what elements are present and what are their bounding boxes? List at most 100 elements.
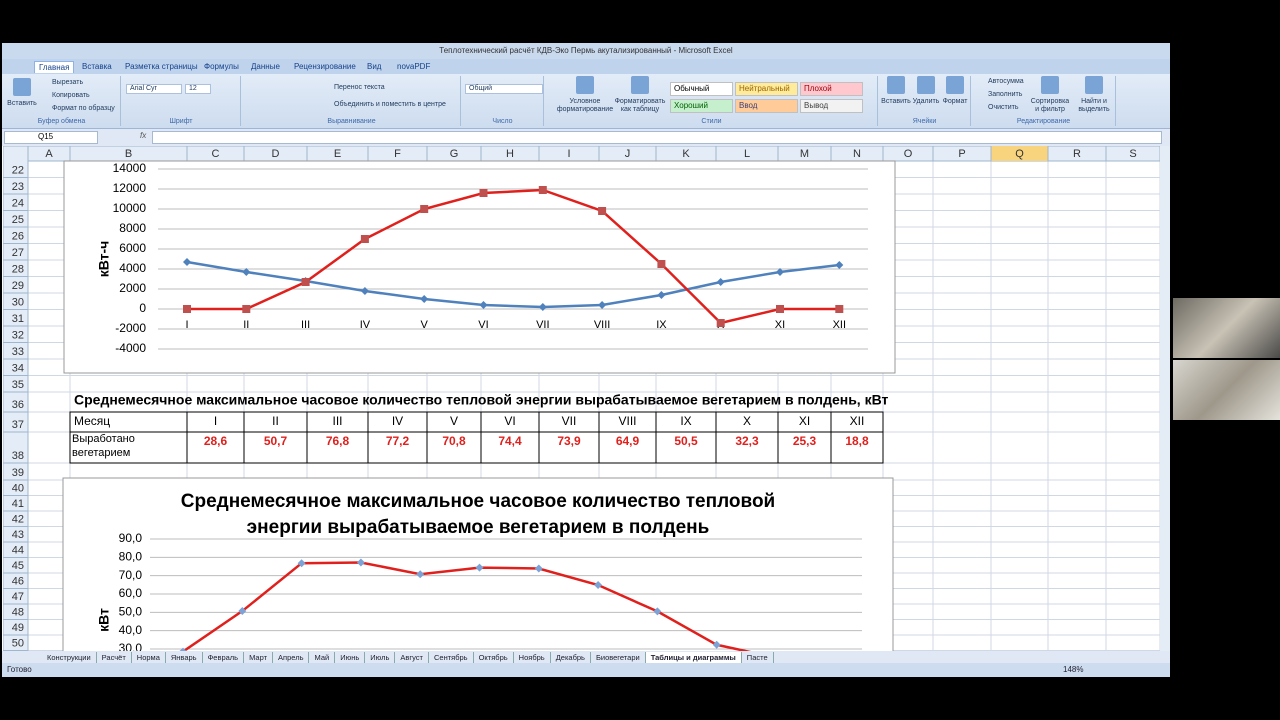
ribbon-button[interactable]: Общий (465, 84, 543, 94)
sheet-tab[interactable]: Март (244, 652, 274, 663)
sheet-tab[interactable]: Таблицы и диаграммы (645, 652, 742, 663)
ribbon-group-label: Число (492, 118, 513, 125)
cell-style[interactable]: Обычный (670, 82, 733, 96)
sheet-tab[interactable]: Декабрь (551, 652, 591, 663)
ribbon-tab[interactable]: novaPDF (397, 62, 431, 71)
sheet-tab[interactable]: Август (395, 652, 429, 663)
ribbon-tab[interactable]: Рецензирование (294, 62, 356, 71)
row-header: 39 (12, 467, 24, 479)
sheet-tab[interactable]: Июнь (335, 652, 366, 663)
table-value-cell: 50,5 (674, 434, 698, 448)
sheet-tab[interactable]: Февраль (203, 652, 245, 663)
cell-style[interactable]: Нейтральный (735, 82, 798, 96)
formula-input[interactable] (152, 131, 1162, 144)
sheet-tab[interactable]: Норма (132, 652, 166, 663)
sheet-tab[interactable]: Июль (365, 652, 396, 663)
table-value-cell: 32,3 (735, 434, 759, 448)
ribbon-button[interactable]: Автосумма (988, 78, 1024, 85)
table-value-cell: 74,4 (498, 434, 522, 448)
marker (479, 189, 488, 197)
row-header: 22 (12, 164, 24, 176)
ribbon-tab[interactable]: Главная (34, 61, 75, 73)
table-header-cell: VI (504, 414, 515, 428)
ribbon-button[interactable]: Формат (942, 98, 968, 105)
ribbon-group-label: Редактирование (1016, 118, 1071, 125)
column-header: A (45, 148, 53, 160)
ribbon-tab[interactable]: Формулы (204, 62, 239, 71)
fx-label: fx (140, 131, 147, 140)
ribbon-tab[interactable]: Вставка (82, 62, 112, 71)
ribbon-button[interactable]: Условное форматирование (556, 98, 614, 113)
sheet-tab[interactable]: Пасте (742, 652, 774, 663)
ribbon-tab[interactable]: Вид (367, 62, 382, 71)
series-line (182, 561, 752, 651)
ribbon-button[interactable]: Удалить (912, 98, 940, 105)
ribbon-button[interactable]: Найти и выделить (1078, 98, 1110, 113)
marker (776, 305, 784, 313)
sheet-tab[interactable]: Май (309, 652, 336, 663)
sheet-tab[interactable]: Октябрь (474, 652, 514, 663)
sheet-tab[interactable]: Сентябрь (429, 652, 474, 663)
cell-style[interactable]: Ввод (735, 99, 798, 113)
marker (712, 640, 721, 649)
marker (598, 207, 607, 215)
cell-style[interactable]: Хороший (670, 99, 733, 113)
marker (657, 291, 666, 299)
ribbon-button[interactable]: Сортировка и фильтр (1030, 98, 1070, 113)
row-header: 30 (12, 296, 24, 308)
sheet-tab[interactable]: Конструкции (42, 652, 97, 663)
ribbon-button[interactable]: Копировать (52, 92, 90, 99)
cell-style[interactable]: Плохой (800, 82, 863, 96)
row-header: 23 (12, 181, 24, 193)
marker (534, 564, 543, 573)
sheet-tab[interactable]: Апрель (273, 652, 310, 663)
scrollbar[interactable] (1160, 146, 1170, 651)
ribbon-button[interactable]: Перенос текста (334, 84, 385, 91)
ribbon-button[interactable]: Форматировать как таблицу (614, 98, 666, 113)
table-value-cell: 76,8 (326, 434, 350, 448)
ribbon-button[interactable]: Вставить (881, 98, 911, 105)
column-header: K (682, 148, 690, 160)
marker (594, 581, 603, 590)
y-tick-label: -2000 (115, 321, 146, 335)
row-header: 44 (12, 544, 24, 556)
marker (653, 607, 662, 616)
row-header: 33 (12, 346, 24, 358)
column-header-bar (3, 146, 1160, 162)
sheet-tab[interactable]: Ноябрь (514, 652, 551, 663)
y-tick-label: 14000 (113, 161, 147, 175)
marker (716, 278, 725, 286)
ribbon-button[interactable]: Очистить (988, 104, 1019, 111)
ribbon-button[interactable]: 12 (185, 84, 211, 94)
ribbon-button[interactable]: Формат по образцу (52, 105, 115, 112)
ribbon-button[interactable]: Объединить и поместить в центре (334, 101, 446, 108)
webcam-1 (1173, 298, 1280, 358)
ribbon-tab[interactable]: Разметка страницы (125, 62, 198, 71)
sheet-tab[interactable]: Январь (166, 652, 203, 663)
row-header: 29 (12, 280, 24, 292)
button-icon (917, 76, 935, 94)
ribbon-group-label: Выравнивание (327, 118, 376, 125)
ribbon-tab[interactable]: Данные (251, 62, 280, 71)
table-value-cell: 28,6 (204, 434, 228, 448)
cell-style[interactable]: Вывод (800, 99, 863, 113)
marker (657, 260, 666, 268)
y-tick-label: 2000 (119, 281, 146, 295)
table-header-cell: Месяц (74, 414, 110, 428)
ribbon-button[interactable]: Вырезать (52, 79, 84, 86)
ribbon-button[interactable]: Вставить (7, 100, 37, 107)
column-header: J (625, 148, 631, 160)
series-line (187, 188, 840, 325)
column-header: R (1073, 148, 1081, 160)
ribbon-button[interactable]: Arial Cyr (126, 84, 182, 94)
button-icon (1041, 76, 1059, 94)
sheet-tab[interactable]: Биовегетари (591, 652, 646, 663)
marker (360, 287, 369, 295)
x-tick-label: V (421, 319, 429, 331)
series-line (186, 260, 840, 309)
ribbon-button[interactable]: Заполнить (988, 91, 1023, 98)
name-box[interactable] (4, 131, 98, 144)
row-header: 46 (12, 575, 24, 587)
sheet-tab[interactable]: Расчёт (97, 652, 132, 663)
